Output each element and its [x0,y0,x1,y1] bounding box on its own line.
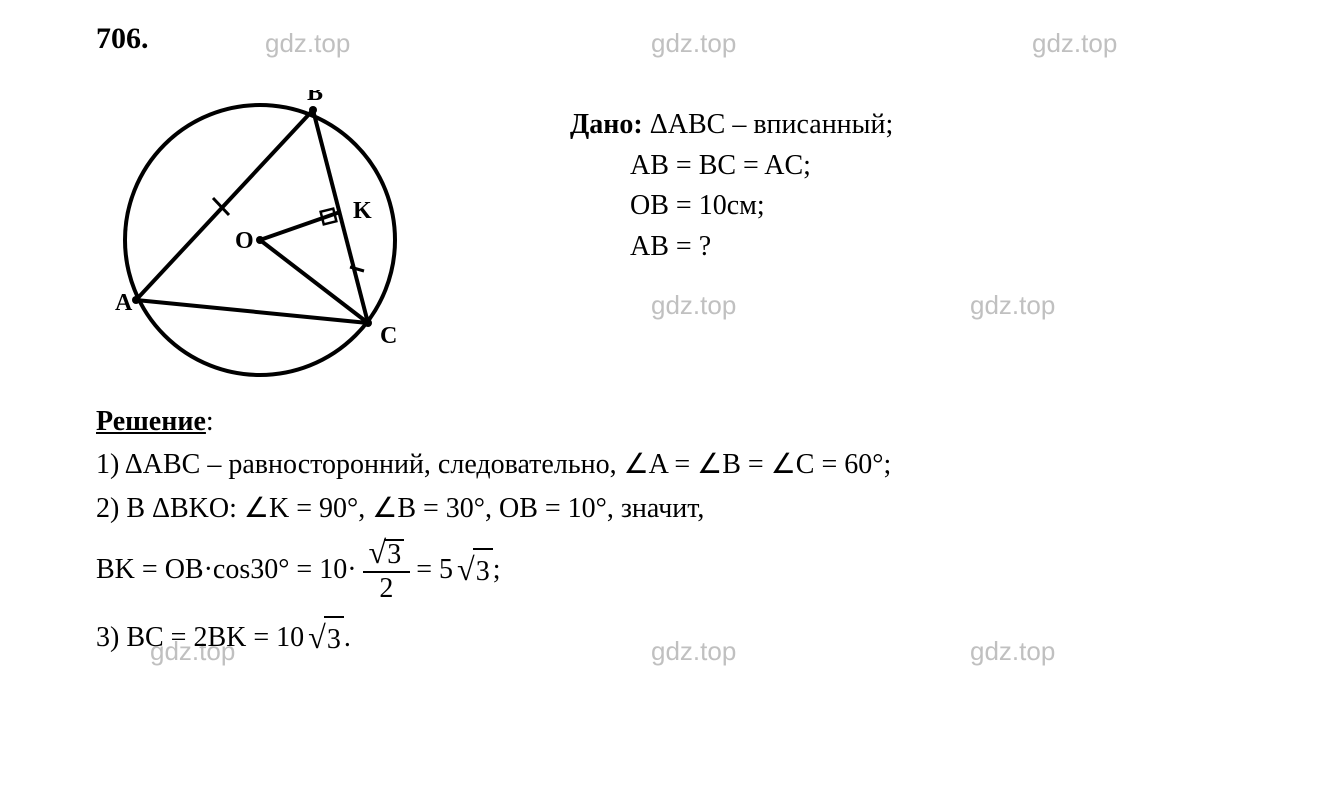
given-section: Дано: ΔABC – вписанный; AB = BC = AC; OB… [570,105,893,267]
svg-text:C: C [380,323,397,349]
given-line-1-rest: ΔABC – вписанный; [643,109,894,140]
svg-text:K: K [353,198,372,224]
sol4-pre: 3) BC = 2BK = 10 [96,616,304,659]
sqrt-wrap: √3 [369,536,405,569]
solution-line-3: BK = OB·cos30° = 10· √3 2 = 5 √3 ; [96,536,891,603]
geometry-diagram: A B C O K [100,90,420,390]
svg-text:B: B [307,90,323,106]
svg-text:A: A [115,290,133,316]
sqrt-value-3: 3 [324,616,344,661]
watermark-text: gdz.top [1032,28,1117,59]
given-line-2: AB = BC = AC; [570,146,893,187]
sqrt-value: 3 [384,539,404,569]
sol3-mid: = 5 [416,548,453,591]
solution-colon: : [206,406,214,437]
sqrt-value-2: 3 [473,548,493,593]
given-line-1: Дано: ΔABC – вписанный; [570,105,893,146]
watermark-text: gdz.top [651,290,736,321]
solution-line-2: 2) В ΔBKO: ∠K = 90°, ∠B = 30°, OB = 10°,… [96,487,891,530]
sol3-end: ; [493,548,501,591]
solution-section: Решение: 1) ΔABC – равносторонний, следо… [96,400,891,663]
watermark-text: gdz.top [265,28,350,59]
sqrt-wrap-3: √3 [308,613,344,663]
given-line-4: AB = ? [570,227,893,268]
solution-header-line: Решение: [96,400,891,443]
fraction: √3 2 [363,536,411,603]
given-prefix: Дано: [570,109,643,140]
problem-number: 706. [96,22,149,56]
fraction-numerator: √3 [363,536,411,573]
solution-header: Решение [96,406,206,437]
sol4-end: . [344,616,351,659]
watermark-text: gdz.top [970,290,1055,321]
sqrt-wrap-2: √3 [457,545,493,595]
watermark-text: gdz.top [651,28,736,59]
fraction-denominator: 2 [379,573,393,603]
svg-text:O: O [235,228,254,254]
sol3-pre: BK = OB·cos30° = 10· [96,548,357,591]
watermark-text: gdz.top [970,636,1055,667]
solution-line-1: 1) ΔABC – равносторонний, следовательно,… [96,443,891,486]
solution-line-4: 3) BC = 2BK = 10 √3 . [96,613,891,663]
given-line-3: OB = 10см; [570,186,893,227]
